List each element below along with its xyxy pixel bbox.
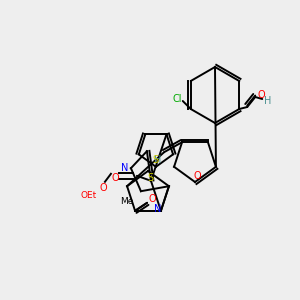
Text: S: S: [153, 155, 159, 165]
Text: N: N: [121, 163, 129, 173]
Text: O: O: [148, 194, 156, 204]
Text: H: H: [264, 96, 271, 106]
Text: O: O: [99, 183, 107, 193]
Text: OEt: OEt: [81, 191, 97, 200]
Text: Cl: Cl: [172, 94, 182, 104]
Text: S: S: [147, 173, 153, 183]
Text: N: N: [154, 204, 162, 214]
Text: O: O: [193, 171, 201, 181]
Text: Me: Me: [120, 197, 134, 206]
Text: O: O: [257, 90, 265, 100]
Text: H: H: [154, 155, 162, 165]
Text: O: O: [111, 173, 119, 183]
